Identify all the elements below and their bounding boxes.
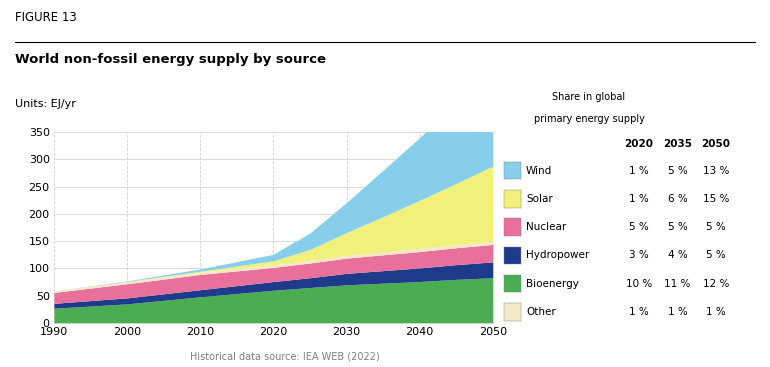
Text: 5 %: 5 %	[668, 166, 688, 176]
Text: 12 %: 12 %	[703, 279, 729, 289]
Text: 2020: 2020	[624, 139, 654, 149]
Text: 13 %: 13 %	[703, 166, 729, 176]
Text: 15 %: 15 %	[703, 194, 729, 204]
Text: 5 %: 5 %	[668, 222, 688, 232]
Text: 1 %: 1 %	[629, 307, 649, 317]
Text: FIGURE 13: FIGURE 13	[15, 11, 77, 24]
Text: Solar: Solar	[526, 194, 553, 204]
Text: 5 %: 5 %	[706, 222, 726, 232]
Text: Hydropower: Hydropower	[526, 250, 589, 261]
Text: 2035: 2035	[663, 139, 692, 149]
Text: 5 %: 5 %	[706, 250, 726, 261]
Text: 5 %: 5 %	[629, 222, 649, 232]
Text: 4 %: 4 %	[668, 250, 688, 261]
Text: Other: Other	[526, 307, 556, 317]
Text: Wind: Wind	[526, 166, 552, 176]
Text: 10 %: 10 %	[626, 279, 652, 289]
Text: Historical data source: IEA WEB (2022): Historical data source: IEA WEB (2022)	[190, 352, 380, 361]
Text: Units: EJ/yr: Units: EJ/yr	[15, 99, 76, 109]
Text: 6 %: 6 %	[668, 194, 688, 204]
Text: 1 %: 1 %	[629, 166, 649, 176]
Text: Nuclear: Nuclear	[526, 222, 566, 232]
Text: 1 %: 1 %	[706, 307, 726, 317]
Text: Bioenergy: Bioenergy	[526, 279, 579, 289]
Text: World non-fossil energy supply by source: World non-fossil energy supply by source	[15, 53, 326, 66]
Text: 11 %: 11 %	[665, 279, 691, 289]
Text: primary energy supply: primary energy supply	[534, 114, 644, 124]
Text: Share in global: Share in global	[553, 92, 625, 102]
Text: 1 %: 1 %	[629, 194, 649, 204]
Text: 1 %: 1 %	[668, 307, 688, 317]
Text: 3 %: 3 %	[629, 250, 649, 261]
Text: 2050: 2050	[701, 139, 731, 149]
